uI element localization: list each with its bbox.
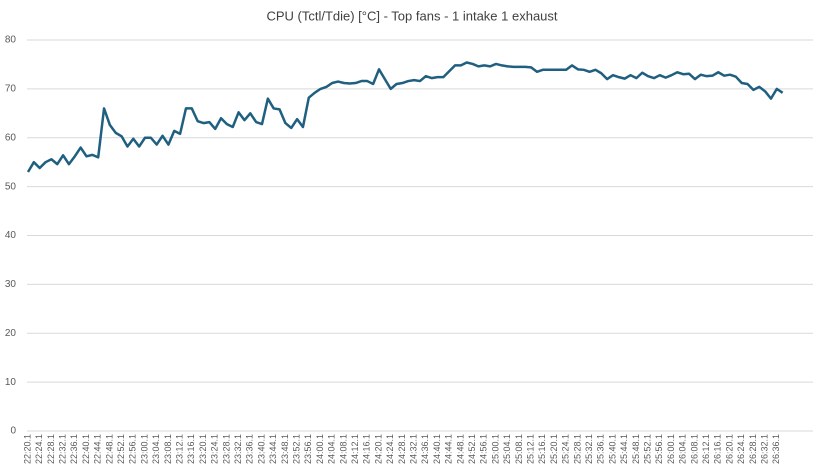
x-tick-label: 25:00.1 — [490, 434, 500, 464]
y-tick-label: 60 — [5, 132, 17, 143]
x-tick-label: 23:16.1 — [186, 434, 196, 464]
x-tick-label: 23:36.1 — [245, 434, 255, 464]
y-tick-label: 40 — [5, 230, 17, 241]
y-tick-label: 10 — [5, 377, 17, 388]
x-tick-label: 23:44.1 — [268, 434, 278, 464]
y-tick-label: 0 — [10, 426, 16, 437]
x-tick-label: 23:20.1 — [198, 434, 208, 464]
x-tick-label: 26:12.1 — [701, 434, 711, 464]
x-tick-label: 24:36.1 — [420, 434, 430, 464]
x-tick-label: 23:12.1 — [174, 434, 184, 464]
x-tick-label: 24:40.1 — [432, 434, 442, 464]
data-line — [26, 61, 784, 173]
x-tick-label: 25:04.1 — [502, 434, 512, 464]
x-tick-label: 22:36.1 — [69, 434, 79, 464]
x-tick-label: 24:56.1 — [479, 434, 489, 464]
x-tick-label: 23:28.1 — [221, 434, 231, 464]
x-tick-label: 26:16.1 — [713, 434, 723, 464]
x-tick-label: 22:32.1 — [57, 434, 67, 464]
x-tick-label: 25:24.1 — [561, 434, 571, 464]
x-tick-label: 24:24.1 — [385, 434, 395, 464]
x-tick-label: 24:12.1 — [350, 434, 360, 464]
x-tick-label: 26:04.1 — [678, 434, 688, 464]
x-tick-label: 25:32.1 — [584, 434, 594, 464]
x-tick-label: 23:32.1 — [233, 434, 243, 464]
x-tick-label: 24:52.1 — [467, 434, 477, 464]
y-tick-label: 70 — [5, 84, 17, 95]
x-tick-label: 23:24.1 — [210, 434, 220, 464]
x-tick-label: 25:44.1 — [619, 434, 629, 464]
x-tick-label: 24:48.1 — [455, 434, 465, 464]
x-tick-label: 25:08.1 — [514, 434, 524, 464]
x-tick-label: 24:08.1 — [338, 434, 348, 464]
x-tick-label: 24:16.1 — [362, 434, 372, 464]
x-tick-label: 26:32.1 — [759, 434, 769, 464]
x-tick-label: 23:52.1 — [291, 434, 301, 464]
x-tick-label: 22:40.1 — [81, 434, 91, 464]
x-tick-label: 25:20.1 — [549, 434, 559, 464]
x-tick-label: 26:08.1 — [689, 434, 699, 464]
x-tick-label: 22:48.1 — [104, 434, 114, 464]
x-tick-label: 26:36.1 — [771, 434, 781, 464]
x-tick-label: 25:48.1 — [631, 434, 641, 464]
x-tick-label: 22:20.1 — [22, 434, 32, 464]
x-tick-label: 22:44.1 — [93, 434, 103, 464]
x-tick-label: 25:12.1 — [525, 434, 535, 464]
x-tick-label: 26:20.1 — [724, 434, 734, 464]
x-tick-label: 24:44.1 — [444, 434, 454, 464]
x-tick-label: 25:16.1 — [537, 434, 547, 464]
x-tick-label: 23:40.1 — [256, 434, 266, 464]
x-tick-label: 26:24.1 — [736, 434, 746, 464]
x-tick-label: 25:36.1 — [596, 434, 606, 464]
x-tick-label: 24:32.1 — [408, 434, 418, 464]
x-tick-label: 26:28.1 — [748, 434, 758, 464]
x-tick-label: 23:48.1 — [280, 434, 290, 464]
chart-title: CPU (Tctl/Tdie) [°C] - Top fans - 1 inta… — [266, 8, 557, 23]
x-tick-label: 24:28.1 — [397, 434, 407, 464]
x-tick-label: 23:04.1 — [151, 434, 161, 464]
x-tick-label: 24:04.1 — [327, 434, 337, 464]
y-tick-label: 80 — [5, 35, 17, 46]
x-tick-label: 22:52.1 — [116, 434, 126, 464]
x-tick-label: 23:56.1 — [303, 434, 313, 464]
x-tick-label: 26:00.1 — [666, 434, 676, 464]
x-tick-label: 25:40.1 — [607, 434, 617, 464]
x-tick-label: 23:00.1 — [139, 434, 149, 464]
x-tick-label: 25:56.1 — [654, 434, 664, 464]
y-tick-label: 30 — [5, 279, 17, 290]
x-tick-label: 25:52.1 — [642, 434, 652, 464]
x-tick-label: 25:28.1 — [572, 434, 582, 464]
x-tick-label: 24:20.1 — [373, 434, 383, 464]
y-tick-label: 20 — [5, 328, 17, 339]
y-tick-label: 50 — [5, 181, 17, 192]
x-tick-label: 22:28.1 — [46, 434, 56, 464]
x-tick-label: 22:56.1 — [128, 434, 138, 464]
x-tick-label: 24:00.1 — [315, 434, 325, 464]
x-tick-label: 23:08.1 — [163, 434, 173, 464]
x-tick-label: 22:24.1 — [34, 434, 44, 464]
